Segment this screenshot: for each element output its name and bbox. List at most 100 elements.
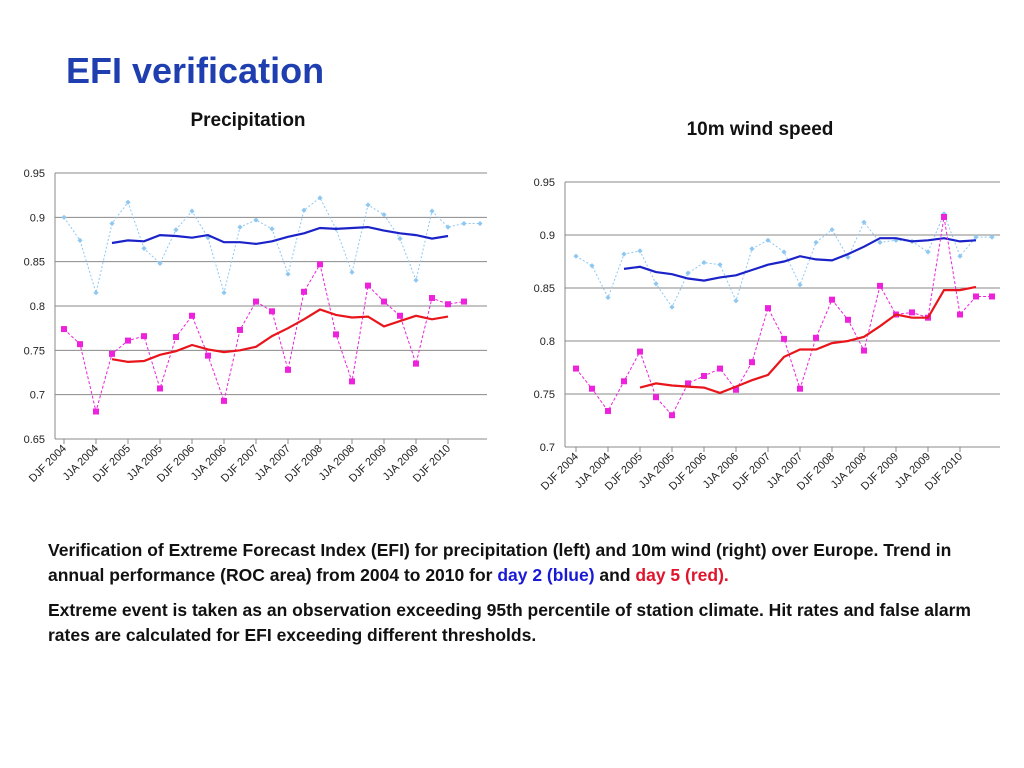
data-point-day2_seasonal bbox=[109, 220, 115, 227]
y-tick-label: 0.7 bbox=[540, 442, 555, 454]
data-point-day2_seasonal bbox=[861, 219, 867, 225]
y-tick-label: 0.85 bbox=[24, 257, 45, 269]
data-point-day5_seasonal bbox=[461, 298, 467, 305]
y-tick-label: 0.9 bbox=[30, 212, 45, 224]
chart-title: 10m wind speed bbox=[687, 119, 834, 140]
data-point-day5_seasonal bbox=[573, 365, 579, 372]
data-point-day5_seasonal bbox=[909, 309, 915, 316]
data-point-day5_seasonal bbox=[717, 365, 723, 372]
data-point-day5_seasonal bbox=[877, 282, 883, 289]
data-point-day2_seasonal bbox=[925, 249, 931, 255]
data-point-day2_seasonal bbox=[813, 239, 819, 246]
data-point-day5_seasonal bbox=[253, 298, 259, 305]
data-point-day2_seasonal bbox=[749, 246, 755, 252]
y-tick-label: 0.9 bbox=[540, 230, 555, 242]
data-point-day5_seasonal bbox=[237, 326, 243, 333]
data-point-day5_seasonal bbox=[669, 412, 675, 419]
data-point-day5_seasonal bbox=[301, 288, 307, 295]
data-point-day5_seasonal bbox=[157, 385, 163, 392]
data-point-day5_seasonal bbox=[365, 282, 371, 289]
series-line-day5_trend bbox=[639, 285, 977, 395]
data-point-day2_seasonal bbox=[973, 234, 979, 240]
data-point-day2_seasonal bbox=[61, 214, 67, 220]
data-point-day5_seasonal bbox=[685, 380, 691, 387]
data-point-day5_seasonal bbox=[317, 261, 323, 268]
caption-paragraph-2: Extreme event is taken as an observation… bbox=[48, 600, 971, 645]
data-point-day5_seasonal bbox=[957, 311, 963, 318]
data-point-day5_seasonal bbox=[429, 295, 435, 302]
data-point-day5_seasonal bbox=[173, 334, 179, 341]
caption-text: Verification of Extreme Forecast Index (… bbox=[48, 540, 952, 585]
data-point-day5_seasonal bbox=[797, 385, 803, 392]
data-point-day2_seasonal bbox=[829, 227, 835, 233]
y-tick-label: 0.7 bbox=[30, 390, 45, 402]
y-tick-label: 0.8 bbox=[30, 301, 45, 313]
data-point-day2_seasonal bbox=[957, 253, 963, 259]
data-point-day2_seasonal bbox=[653, 281, 659, 287]
data-point-day2_seasonal bbox=[589, 263, 595, 269]
data-point-day2_seasonal bbox=[93, 290, 99, 296]
data-point-day2_seasonal bbox=[573, 253, 579, 259]
series-line-day2_trend bbox=[111, 225, 449, 246]
data-point-day5_seasonal bbox=[749, 359, 755, 366]
data-point-day2_seasonal bbox=[621, 251, 627, 257]
data-point-day2_seasonal bbox=[477, 220, 483, 227]
data-point-day2_seasonal bbox=[733, 298, 739, 304]
data-point-day5_seasonal bbox=[397, 312, 403, 319]
data-point-day2_seasonal bbox=[877, 239, 883, 246]
data-point-day2_seasonal bbox=[669, 304, 675, 310]
data-point-day5_seasonal bbox=[349, 378, 355, 385]
data-point-day2_seasonal bbox=[765, 237, 771, 243]
caption: Verification of Extreme Forecast Index (… bbox=[48, 538, 993, 658]
y-tick-label: 0.8 bbox=[540, 336, 555, 348]
data-point-day5_seasonal bbox=[285, 366, 291, 373]
data-point-day5_seasonal bbox=[829, 296, 835, 303]
data-point-day2_seasonal bbox=[413, 277, 419, 283]
data-point-day2_seasonal bbox=[365, 202, 371, 208]
data-point-day2_seasonal bbox=[685, 270, 691, 276]
data-point-day5_seasonal bbox=[941, 213, 947, 220]
data-point-day2_seasonal bbox=[605, 294, 611, 301]
data-point-day2_seasonal bbox=[989, 234, 995, 240]
data-point-day5_seasonal bbox=[701, 372, 707, 379]
caption-paragraph-1: Verification of Extreme Forecast Index (… bbox=[48, 538, 993, 588]
data-point-day5_seasonal bbox=[445, 301, 451, 308]
data-point-day2_seasonal bbox=[221, 290, 227, 296]
data-point-day5_seasonal bbox=[637, 348, 643, 355]
data-point-day5_seasonal bbox=[989, 293, 995, 300]
data-point-day2_seasonal bbox=[237, 224, 243, 230]
y-tick-label: 0.95 bbox=[534, 177, 555, 189]
y-tick-label: 0.65 bbox=[24, 434, 45, 446]
data-point-day2_seasonal bbox=[141, 245, 147, 251]
data-point-day2_seasonal bbox=[349, 269, 355, 275]
chart-title: Precipitation bbox=[190, 110, 305, 131]
data-point-day2_seasonal bbox=[157, 260, 163, 267]
caption-day2-label: day 2 (blue) bbox=[497, 565, 595, 585]
data-point-day5_seasonal bbox=[141, 333, 147, 340]
y-tick-label: 0.95 bbox=[24, 168, 45, 180]
data-point-day5_seasonal bbox=[845, 316, 851, 323]
data-point-day2_seasonal bbox=[301, 207, 307, 213]
data-point-day2_seasonal bbox=[125, 199, 131, 205]
data-point-day5_seasonal bbox=[733, 386, 739, 393]
data-point-day5_seasonal bbox=[189, 312, 195, 319]
data-point-day5_seasonal bbox=[621, 378, 627, 385]
data-point-day5_seasonal bbox=[413, 360, 419, 367]
data-point-day5_seasonal bbox=[61, 326, 67, 333]
data-point-day5_seasonal bbox=[781, 335, 787, 342]
data-point-day2_seasonal bbox=[269, 226, 275, 232]
data-point-day5_seasonal bbox=[205, 352, 211, 359]
data-point-day2_seasonal bbox=[77, 237, 83, 243]
data-point-day5_seasonal bbox=[973, 293, 979, 300]
data-point-day5_seasonal bbox=[765, 305, 771, 312]
data-point-day2_seasonal bbox=[797, 282, 803, 288]
series-line-day2_trend bbox=[623, 237, 977, 282]
y-tick-label: 0.85 bbox=[534, 283, 555, 295]
data-point-day2_seasonal bbox=[445, 224, 451, 230]
data-point-day5_seasonal bbox=[589, 385, 595, 392]
data-point-day5_seasonal bbox=[77, 341, 83, 348]
x-tick-label: DJF 2004 bbox=[539, 451, 581, 493]
series-line-day2_seasonal bbox=[575, 212, 992, 309]
